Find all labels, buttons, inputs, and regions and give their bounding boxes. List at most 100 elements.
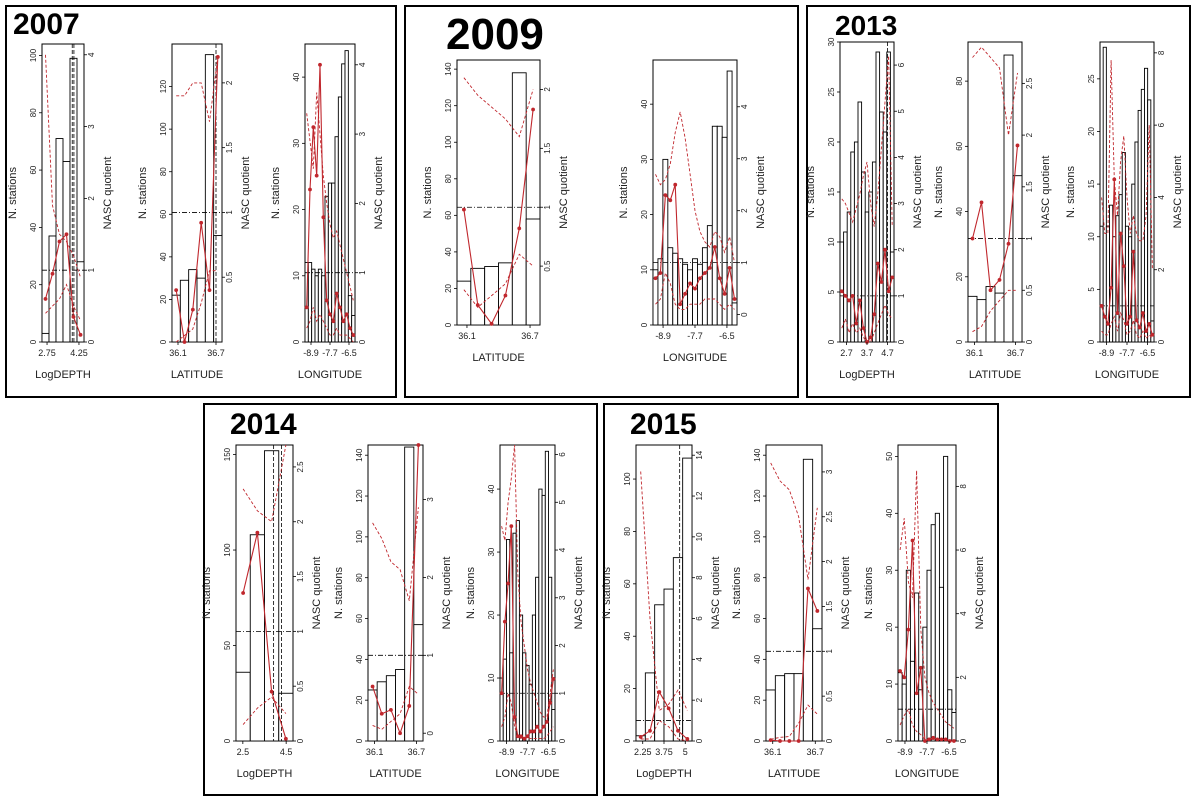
left-tick-label: 0: [623, 738, 632, 743]
nasc-quotient-point: [707, 265, 712, 270]
nasc-quotient-point: [1121, 264, 1126, 268]
right-axis-label: NASC quotient: [373, 157, 385, 230]
right-tick-label: 6: [897, 62, 906, 67]
lower-ci-line: [242, 696, 287, 725]
x-tick-label: -7.7: [520, 747, 536, 757]
right-tick-label: 14: [695, 450, 704, 459]
x-axis-label: LONGITUDE: [663, 352, 727, 364]
nasc-quotient-point: [338, 305, 342, 310]
right-tick-label: 0: [695, 738, 704, 743]
left-tick-label: 30: [640, 154, 649, 163]
nasc-quotient-point: [182, 340, 187, 344]
x-tick-label: 2.25: [634, 747, 652, 757]
upper-ci-line: [501, 444, 554, 718]
left-tick-label: 20: [355, 695, 364, 704]
left-axis-label: N. stations: [933, 166, 945, 218]
nasc-quotient-point: [693, 286, 697, 291]
nasc-quotient-point: [551, 677, 556, 681]
nasc-quotient-point: [541, 724, 546, 729]
left-tick-label: 20: [623, 684, 632, 693]
left-axis-label: N. stations: [137, 167, 149, 219]
nasc-quotient-point: [854, 321, 859, 326]
x-tick-label: -7.7: [1119, 348, 1135, 358]
station-count-bar: [897, 672, 903, 742]
x-tick-label: 3.7: [861, 348, 874, 358]
left-tick-label: 40: [487, 484, 496, 493]
right-tick-label: 6: [1157, 122, 1166, 127]
nasc-quotient-point: [890, 275, 895, 280]
left-tick-label: 0: [827, 339, 836, 344]
left-tick-label: 20: [29, 280, 38, 289]
x-tick-label: -7.7: [322, 348, 338, 358]
nasc-quotient-line: [242, 532, 287, 739]
right-axis-label: NASC quotient: [974, 557, 986, 630]
subplot-2013-logdepth: 0 5 10 15 20 25 30 0 1 2 3 4 5 6 2.7 3.7 4.7 LogDEPTH N. s…: [805, 37, 924, 381]
left-tick-label: 20: [444, 283, 453, 292]
right-tick-label: 10: [695, 532, 704, 541]
left-tick-label: 10: [640, 265, 649, 274]
nasc-quotient-point: [57, 239, 62, 244]
right-tick-label: 2: [695, 697, 704, 702]
right-tick-label: 8: [959, 484, 968, 489]
x-tick-label: 2.75: [38, 348, 56, 358]
station-count-bar: [204, 54, 215, 343]
right-tick-label: 0: [740, 312, 749, 317]
right-tick-label: 0: [87, 339, 96, 344]
right-tick-label: 2: [740, 208, 749, 213]
nasc-quotient-point: [923, 739, 927, 743]
left-tick-label: 80: [29, 108, 38, 117]
left-tick-label: 0: [753, 738, 762, 743]
station-count-bar: [213, 235, 223, 343]
subplot-2013-latitude: 0 20 40 60 80 0 0.5 1 1.5 2 2.5 36.1 36.7 LATITUDE N. …: [933, 41, 1052, 381]
right-tick-label: 3: [558, 595, 567, 600]
x-tick-label: 4.7: [881, 348, 894, 358]
station-count-bar: [1150, 320, 1155, 343]
x-axis-label: LATITUDE: [969, 369, 1021, 381]
upper-ci-line: [242, 444, 287, 523]
right-tick-label: 4: [558, 547, 567, 552]
upper-ci-line: [1101, 60, 1153, 270]
x-tick-label: -7.7: [919, 747, 935, 757]
right-tick-label: 4: [695, 657, 704, 662]
right-axis-label: NASC quotient: [102, 157, 114, 230]
nasc-quotient-point: [1099, 303, 1104, 308]
left-axis-label: N. stations: [201, 567, 213, 619]
station-count-bar: [1012, 175, 1023, 343]
right-tick-label: 1: [225, 210, 234, 215]
nasc-quotient-point: [732, 297, 737, 301]
nasc-quotient-point: [535, 724, 540, 729]
nasc-quotient-point: [321, 215, 326, 220]
panel-year-title: 2015: [630, 408, 697, 441]
x-tick-label: -6.5: [1140, 348, 1156, 358]
left-tick-label: 10: [292, 271, 301, 280]
x-axis-label: LogDEPTH: [237, 768, 293, 780]
station-count-bar: [1112, 236, 1117, 343]
station-count-bar: [1099, 225, 1104, 343]
nasc-quotient-point: [768, 738, 773, 743]
left-tick-label: 0: [955, 339, 964, 344]
x-axis-label: LATITUDE: [472, 352, 524, 364]
right-tick-label: 0: [897, 339, 906, 344]
nasc-quotient-point: [370, 684, 375, 689]
left-tick-label: 0: [487, 738, 496, 743]
lower-ci-line: [640, 719, 688, 742]
right-tick-label: 2: [296, 519, 305, 524]
lower-ci-line: [655, 271, 735, 311]
right-tick-label: 1.5: [825, 600, 834, 612]
nasc-quotient-point: [314, 173, 319, 178]
nasc-quotient-line: [463, 109, 534, 325]
left-tick-label: 20: [955, 272, 964, 281]
station-count-bar: [1102, 46, 1107, 343]
subplot-2009-latitude: 0 20 40 60 80 100 120 140 0.5 1 1.5 2 36.1 36.7 LATITU…: [422, 59, 570, 364]
right-tick-label: 4: [358, 62, 367, 67]
lower-ci-line: [972, 289, 1018, 333]
x-axis-label: LogDEPTH: [839, 369, 895, 381]
lower-ci-line: [501, 693, 554, 740]
left-axis-label: N. stations: [618, 166, 630, 218]
left-tick-label: 30: [487, 547, 496, 556]
right-axis-label: NASC quotient: [441, 557, 453, 630]
nasc-quotient-point: [678, 302, 683, 307]
station-count-bar: [413, 624, 424, 742]
left-axis-label: N. stations: [601, 567, 613, 619]
nasc-quotient-point: [857, 298, 862, 303]
